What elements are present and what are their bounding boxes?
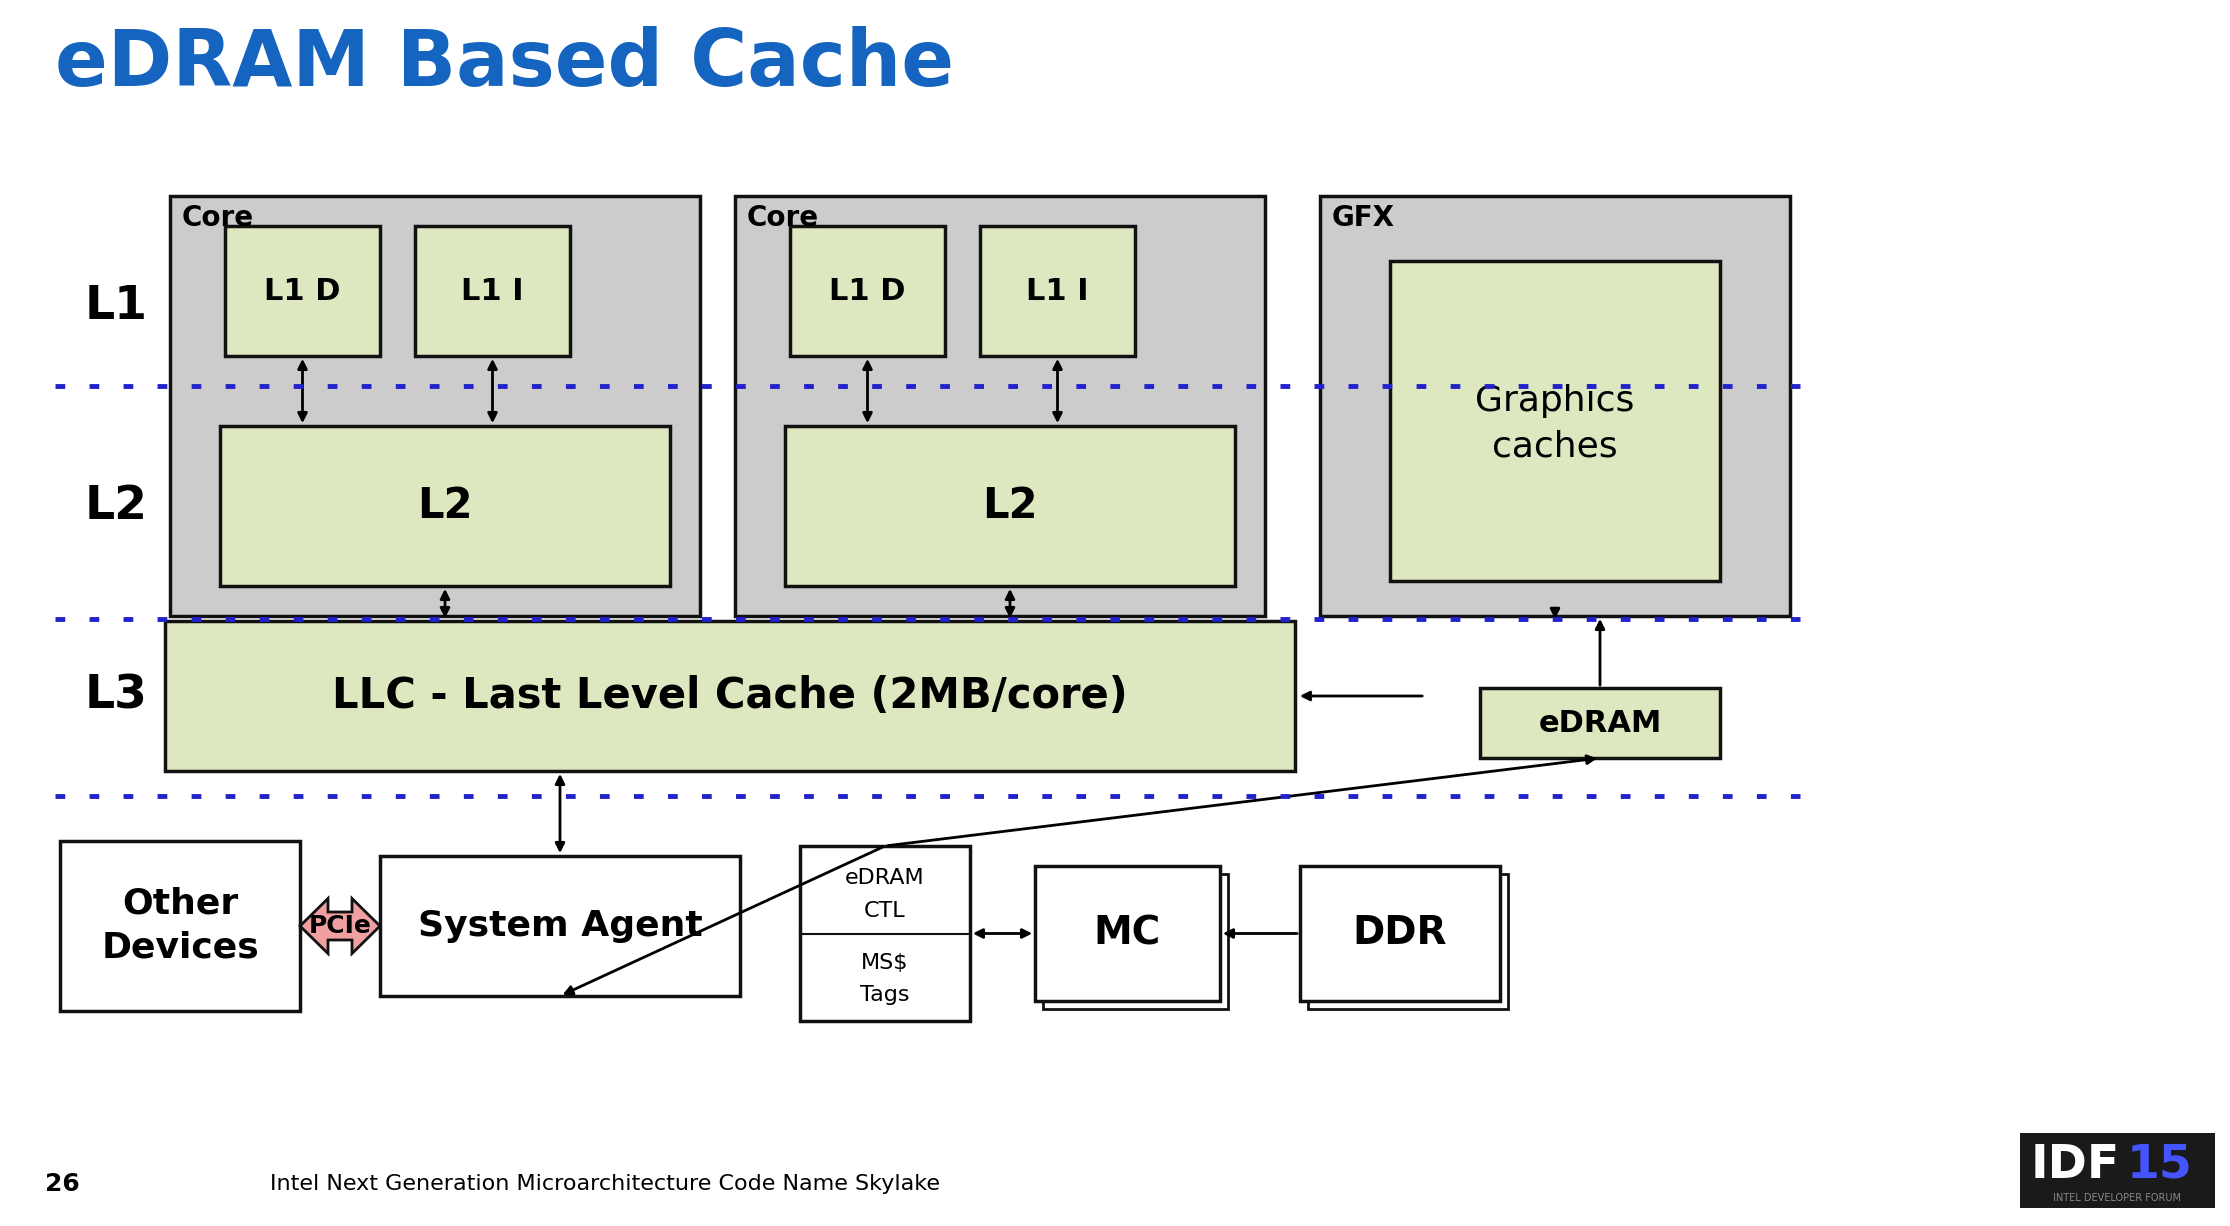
Bar (1309, 874, 1507, 1009)
Text: L1: L1 (85, 283, 147, 329)
Text: L3: L3 (85, 673, 147, 718)
Text: L1 I: L1 I (1026, 277, 1088, 305)
Bar (736, 196, 1264, 615)
Bar (379, 856, 740, 996)
Text: MS$: MS$ (861, 954, 910, 973)
Text: Core: Core (183, 204, 254, 232)
Bar (785, 425, 1235, 586)
Text: caches: caches (1492, 429, 1617, 463)
Text: Devices: Devices (100, 931, 259, 965)
Polygon shape (301, 899, 379, 954)
Text: CTL: CTL (865, 901, 905, 921)
Bar (1320, 196, 1791, 615)
Text: eDRAM: eDRAM (845, 868, 925, 888)
Text: LLC - Last Level Cache (2MB/core): LLC - Last Level Cache (2MB/core) (332, 676, 1128, 717)
Text: L1 D: L1 D (830, 277, 905, 305)
Bar (1044, 874, 1229, 1009)
Bar (415, 226, 571, 356)
Bar (165, 622, 1296, 771)
Text: L2: L2 (85, 483, 147, 528)
Bar (169, 196, 700, 615)
Text: eDRAM: eDRAM (1539, 709, 1661, 738)
Text: Graphics: Graphics (1476, 384, 1635, 418)
Text: Core: Core (747, 204, 818, 232)
Text: 15: 15 (2127, 1143, 2192, 1188)
Text: INTEL DEVELOPER FORUM: INTEL DEVELOPER FORUM (2054, 1193, 2181, 1203)
Text: L1 I: L1 I (462, 277, 524, 305)
Text: GFX: GFX (1331, 204, 1396, 232)
Text: Other: Other (123, 886, 239, 921)
Text: MC: MC (1095, 915, 1162, 953)
Text: DDR: DDR (1354, 915, 1447, 953)
Text: 26: 26 (45, 1172, 80, 1197)
Bar (2020, 1133, 2214, 1208)
Text: PCIe: PCIe (308, 915, 372, 938)
Bar (1389, 261, 1719, 581)
Bar (801, 846, 970, 1021)
Bar (1035, 866, 1220, 1000)
Bar (221, 425, 669, 586)
Bar (789, 226, 946, 356)
Bar (1481, 688, 1719, 758)
Bar (225, 226, 379, 356)
Text: L1 D: L1 D (263, 277, 341, 305)
Text: L2: L2 (981, 485, 1037, 527)
Text: L2: L2 (417, 485, 473, 527)
Bar (1300, 866, 1501, 1000)
Text: System Agent: System Agent (417, 908, 702, 943)
Text: IDF: IDF (2029, 1143, 2121, 1188)
Text: Intel Next Generation Microarchitecture Code Name Skylake: Intel Next Generation Microarchitecture … (270, 1175, 941, 1194)
Text: Tags: Tags (861, 984, 910, 1005)
Bar (979, 226, 1135, 356)
Bar (60, 841, 301, 1011)
Text: eDRAM Based Cache: eDRAM Based Cache (56, 26, 954, 102)
